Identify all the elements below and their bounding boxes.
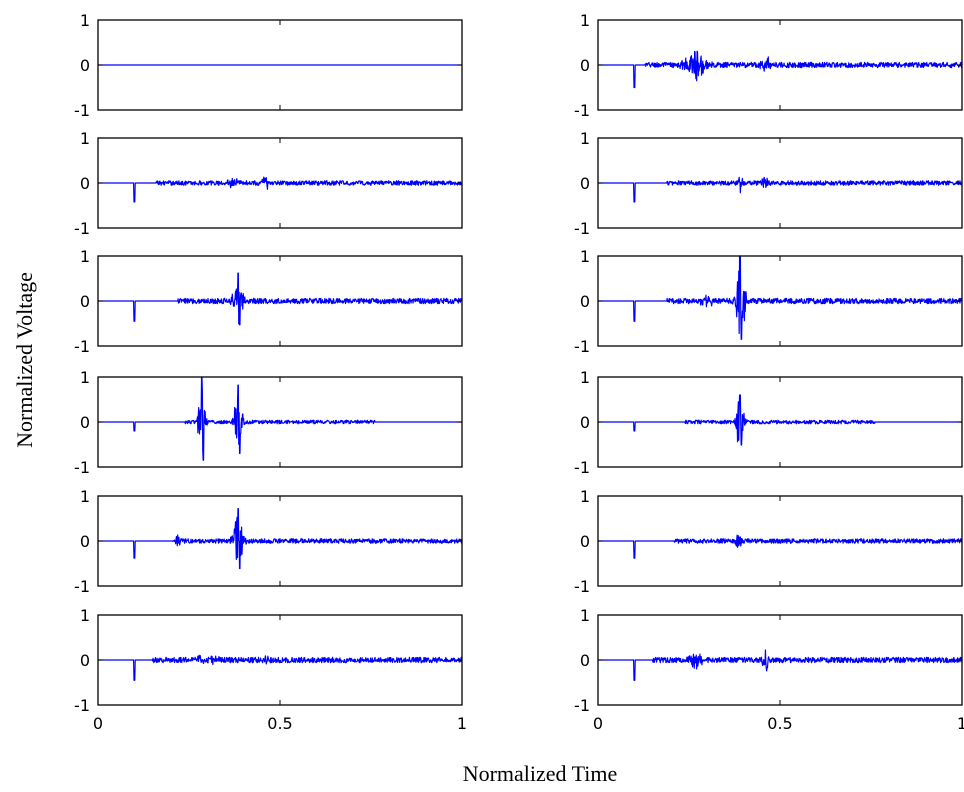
y-tick-label: -1 <box>574 577 590 596</box>
panel-r3-c0: 1 0 -1 <box>74 368 463 477</box>
y-tick-label: 1 <box>580 606 590 625</box>
x-tick-label: 0 <box>93 714 103 733</box>
signal-trace <box>97 654 463 681</box>
panel-r2-c1: 1 0 -1 <box>574 247 963 356</box>
signal-trace <box>597 50 963 89</box>
y-tick-label: 0 <box>580 174 590 193</box>
y-tick-label: -1 <box>574 101 590 120</box>
y-tick-label: 0 <box>80 56 90 75</box>
x-axis-label: Normalized Time <box>463 761 618 786</box>
panel-r5-c1: 10-10 0.5 1 <box>574 606 964 733</box>
y-tick-label: -1 <box>574 696 590 715</box>
signal-trace <box>597 649 963 681</box>
signal-trace <box>97 176 463 203</box>
y-tick-label: 1 <box>580 247 590 266</box>
y-tick-label: 1 <box>80 368 90 387</box>
panel-r4-c1: 1 0 -1 <box>574 487 963 596</box>
signal-trace <box>597 534 963 559</box>
panel-r4-c0: 1 0 -1 <box>74 487 463 596</box>
panel-r0-c0: 1 0 -1 <box>74 11 463 120</box>
panel-r3-c1: 1 0 -1 <box>574 368 963 477</box>
y-tick-label: 0 <box>580 413 590 432</box>
y-tick-label: -1 <box>574 337 590 356</box>
panel-r1-c0: 1 0 -1 <box>74 129 463 238</box>
y-tick-label: 1 <box>80 129 90 148</box>
signal-trace <box>97 376 463 461</box>
y-tick-label: 1 <box>80 606 90 625</box>
signal-trace <box>97 272 463 326</box>
panel-r1-c1: 1 0 -1 <box>574 129 963 238</box>
y-tick-label: 0 <box>80 174 90 193</box>
y-tick-label: 0 <box>580 532 590 551</box>
y-tick-label: -1 <box>74 577 90 596</box>
signal-trace <box>597 255 963 340</box>
y-tick-label: 0 <box>80 532 90 551</box>
y-tick-label: 1 <box>80 247 90 266</box>
panel-r0-c1: 1 0 -1 <box>574 11 963 120</box>
y-tick-label: -1 <box>74 219 90 238</box>
y-tick-label: -1 <box>74 101 90 120</box>
y-tick-label: 0 <box>80 292 90 311</box>
y-tick-label: 1 <box>580 368 590 387</box>
y-axis-label: Normalized Voltage <box>12 272 37 448</box>
y-tick-label: -1 <box>74 337 90 356</box>
y-tick-label: 1 <box>580 129 590 148</box>
x-tick-label: 1 <box>957 714 964 733</box>
signal-trace <box>97 508 463 570</box>
y-tick-label: 0 <box>580 56 590 75</box>
y-tick-label: -1 <box>574 219 590 238</box>
y-tick-label: -1 <box>74 458 90 477</box>
signal-trace <box>597 394 963 446</box>
y-tick-label: 0 <box>80 651 90 670</box>
y-tick-label: 1 <box>580 487 590 506</box>
y-tick-label: -1 <box>74 696 90 715</box>
y-tick-label: 1 <box>80 11 90 30</box>
y-tick-label: 1 <box>80 487 90 506</box>
panel-r5-c0: 10-10 0.5 1 <box>74 606 467 733</box>
x-tick-label: 0.5 <box>767 714 792 733</box>
y-tick-label: 0 <box>580 651 590 670</box>
x-tick-label: 0 <box>593 714 603 733</box>
y-tick-label: 0 <box>80 413 90 432</box>
panels-group: 10-110-110-110-110-110-110-110-110-110-1… <box>74 11 964 733</box>
y-tick-label: -1 <box>574 458 590 477</box>
x-tick-label: 1 <box>457 714 467 733</box>
y-tick-label: 0 <box>580 292 590 311</box>
x-tick-label: 0.5 <box>267 714 292 733</box>
panel-r2-c0: 1 0 -1 <box>74 247 463 356</box>
y-tick-label: 1 <box>580 11 590 30</box>
signal-trace <box>597 176 963 203</box>
